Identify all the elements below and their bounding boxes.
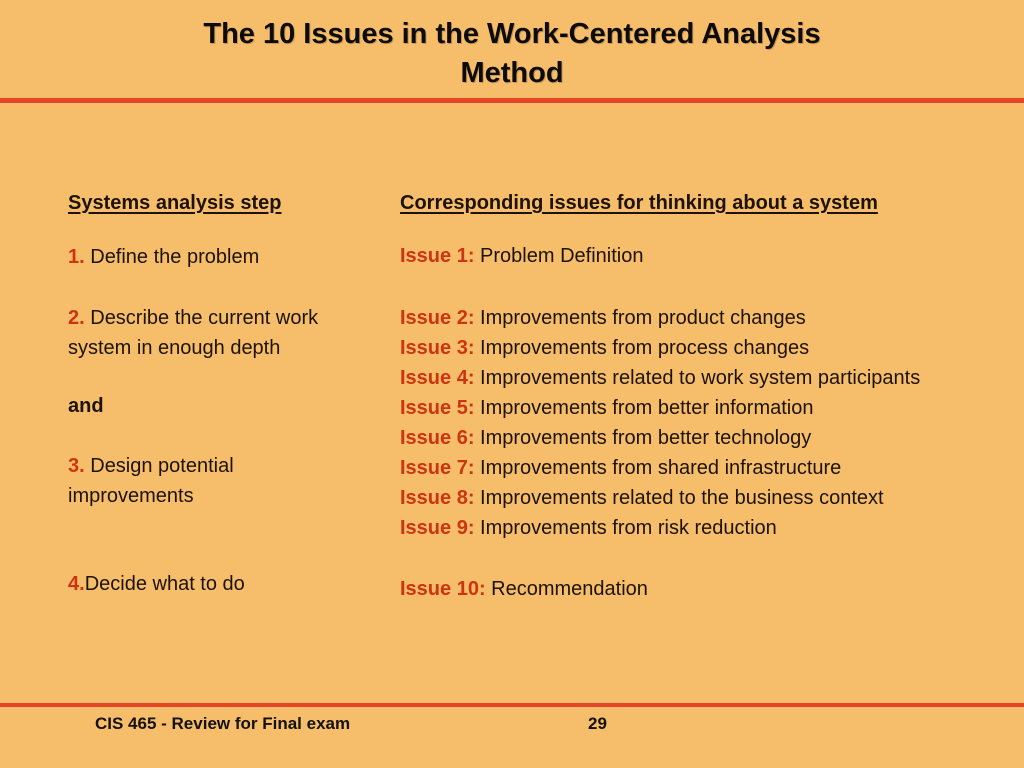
issue-text: Improvements related to work system part… — [474, 367, 921, 389]
issue-item-10: Issue 10: Recommendation — [400, 574, 1020, 604]
issue-text: Improvements from shared infrastructure — [474, 457, 842, 479]
step-number: 2. — [68, 307, 85, 329]
left-column-header: Systems analysis step — [68, 192, 282, 214]
conjunction-label: and — [68, 395, 104, 417]
issue-label: Issue 3: — [400, 337, 475, 359]
analysis-step-4: 4.Decide what to do — [68, 569, 398, 599]
issue-item-9: Issue 9: Improvements from risk reductio… — [400, 513, 1020, 543]
step-number: 1. — [68, 246, 85, 268]
issue-text: Recommendation — [485, 578, 648, 600]
issue-item-6: Issue 6: Improvements from better techno… — [400, 423, 1020, 453]
analysis-step-1: 1. Define the problem — [68, 242, 398, 272]
step-number: 3. — [68, 455, 85, 477]
issue-text: Improvements from process changes — [474, 337, 810, 359]
issue-item-5: Issue 5: Improvements from better inform… — [400, 393, 1020, 423]
issue-label: Issue 7: — [400, 457, 475, 479]
title-divider-line — [0, 98, 1024, 103]
issue-item-7: Issue 7: Improvements from shared infras… — [400, 453, 1020, 483]
right-column-header: Corresponding issues for thinking about … — [400, 192, 878, 214]
step-text: Decide what to do — [84, 573, 245, 595]
issue-text: Improvements from product changes — [474, 307, 806, 329]
issues-2-9-block: Issue 2: Improvements from product chang… — [400, 303, 1020, 543]
issue-item-8: Issue 8: Improvements related to the bus… — [400, 483, 1020, 513]
step-text: Design potential improvements — [68, 455, 234, 507]
footer-course-label: CIS 465 - Review for Final exam — [95, 714, 351, 733]
issue-label: Issue 6: — [400, 427, 475, 449]
issue-label: Issue 4: — [400, 367, 475, 389]
analysis-step-3: 3. Design potential improvements — [68, 451, 398, 511]
issue-item-2: Issue 2: Improvements from product chang… — [400, 303, 1020, 333]
issue-item-3: Issue 3: Improvements from process chang… — [400, 333, 1020, 363]
analysis-step-2: 2. Describe the current work system in e… — [68, 303, 398, 363]
issue-item-4: Issue 4: Improvements related to work sy… — [400, 363, 1020, 393]
issue-text: Improvements from better technology — [474, 427, 812, 449]
issue-text: Improvements related to the business con… — [474, 487, 884, 509]
step-text: Define the problem — [84, 246, 260, 268]
step-number: 4. — [68, 573, 85, 595]
issue-text: Problem Definition — [474, 245, 644, 267]
footer-divider-line — [0, 703, 1024, 707]
issue-label: Issue 2: — [400, 307, 475, 329]
footer-page-number: 29 — [588, 714, 607, 733]
issue-text: Improvements from better information — [474, 397, 814, 419]
issue-label: Issue 1: — [400, 245, 475, 267]
issue-text: Improvements from risk reduction — [474, 517, 777, 539]
step-text: Describe the current work system in enou… — [68, 307, 319, 359]
issue-label: Issue 9: — [400, 517, 475, 539]
issue-item-1: Issue 1: Problem Definition — [400, 241, 1020, 271]
slide-title-line1: The 10 Issues in the Work-Centered Analy… — [203, 18, 821, 50]
issue-label: Issue 10: — [400, 578, 486, 600]
issue-label: Issue 8: — [400, 487, 475, 509]
slide-title-line2: Method — [460, 57, 564, 89]
issue-label: Issue 5: — [400, 397, 475, 419]
